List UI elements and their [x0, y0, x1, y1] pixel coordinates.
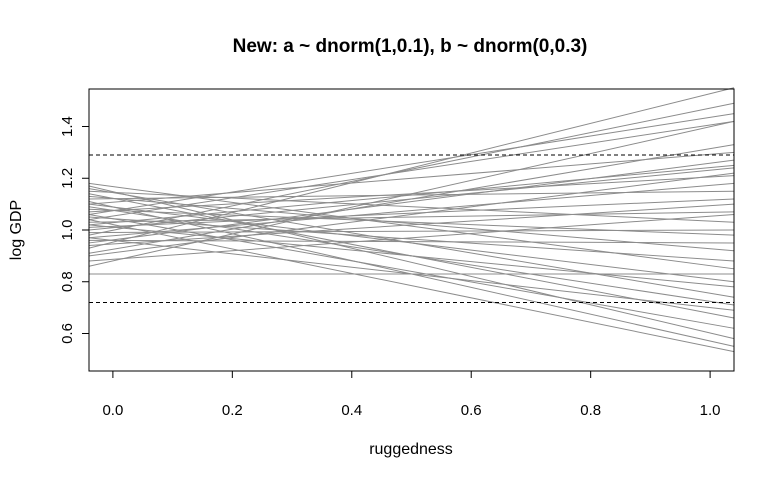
series-line-21 — [88, 208, 735, 236]
x-axis-label: ruggedness — [369, 441, 453, 458]
x-tick-label-3: 0.6 — [461, 402, 482, 419]
series-line-32 — [88, 193, 735, 319]
series-line-11 — [88, 172, 735, 257]
series-line-4 — [88, 120, 735, 221]
y-tick-label-2: 1.0 — [59, 220, 76, 241]
y-tick-label-4: 1.4 — [59, 116, 76, 137]
y-tick-label-3: 1.2 — [59, 168, 76, 189]
series-line-17 — [88, 211, 735, 223]
x-tick-label-4: 0.8 — [580, 402, 601, 419]
series-line-22 — [88, 239, 735, 244]
series-line-14 — [88, 190, 735, 200]
series-line-25 — [88, 182, 735, 270]
series-line-23 — [88, 195, 735, 252]
series-line-19 — [88, 190, 735, 223]
y-tick-label-0: 0.6 — [59, 323, 76, 344]
series-lines — [88, 87, 735, 353]
chart-title: New: a ~ dnorm(1,0.1), b ~ dnorm(0,0.3) — [233, 36, 588, 57]
series-line-10 — [88, 167, 735, 231]
series-line-36 — [88, 219, 735, 353]
series-line-7 — [88, 151, 735, 205]
reference-lines — [89, 154, 734, 303]
y-axis-label: log GDP — [8, 200, 25, 260]
series-line-16 — [88, 203, 735, 247]
x-axis: 0.0 0.2 0.4 0.6 0.8 1.0 — [102, 371, 721, 419]
series-line-24 — [88, 216, 735, 262]
x-tick-label-5: 1.0 — [700, 402, 721, 419]
x-tick-label-2: 0.4 — [341, 402, 362, 419]
series-line-29 — [88, 188, 735, 298]
y-tick-label-1: 0.8 — [59, 271, 76, 292]
series-line-33 — [88, 213, 735, 329]
x-tick-label-1: 0.2 — [222, 402, 243, 419]
series-line-35 — [88, 201, 735, 347]
series-line-18 — [88, 213, 735, 262]
y-axis: 0.6 0.8 1.0 1.2 1.4 — [59, 116, 89, 344]
series-line-34 — [88, 185, 735, 340]
series-line-1 — [88, 87, 735, 249]
x-tick-label-0: 0.0 — [102, 402, 123, 419]
